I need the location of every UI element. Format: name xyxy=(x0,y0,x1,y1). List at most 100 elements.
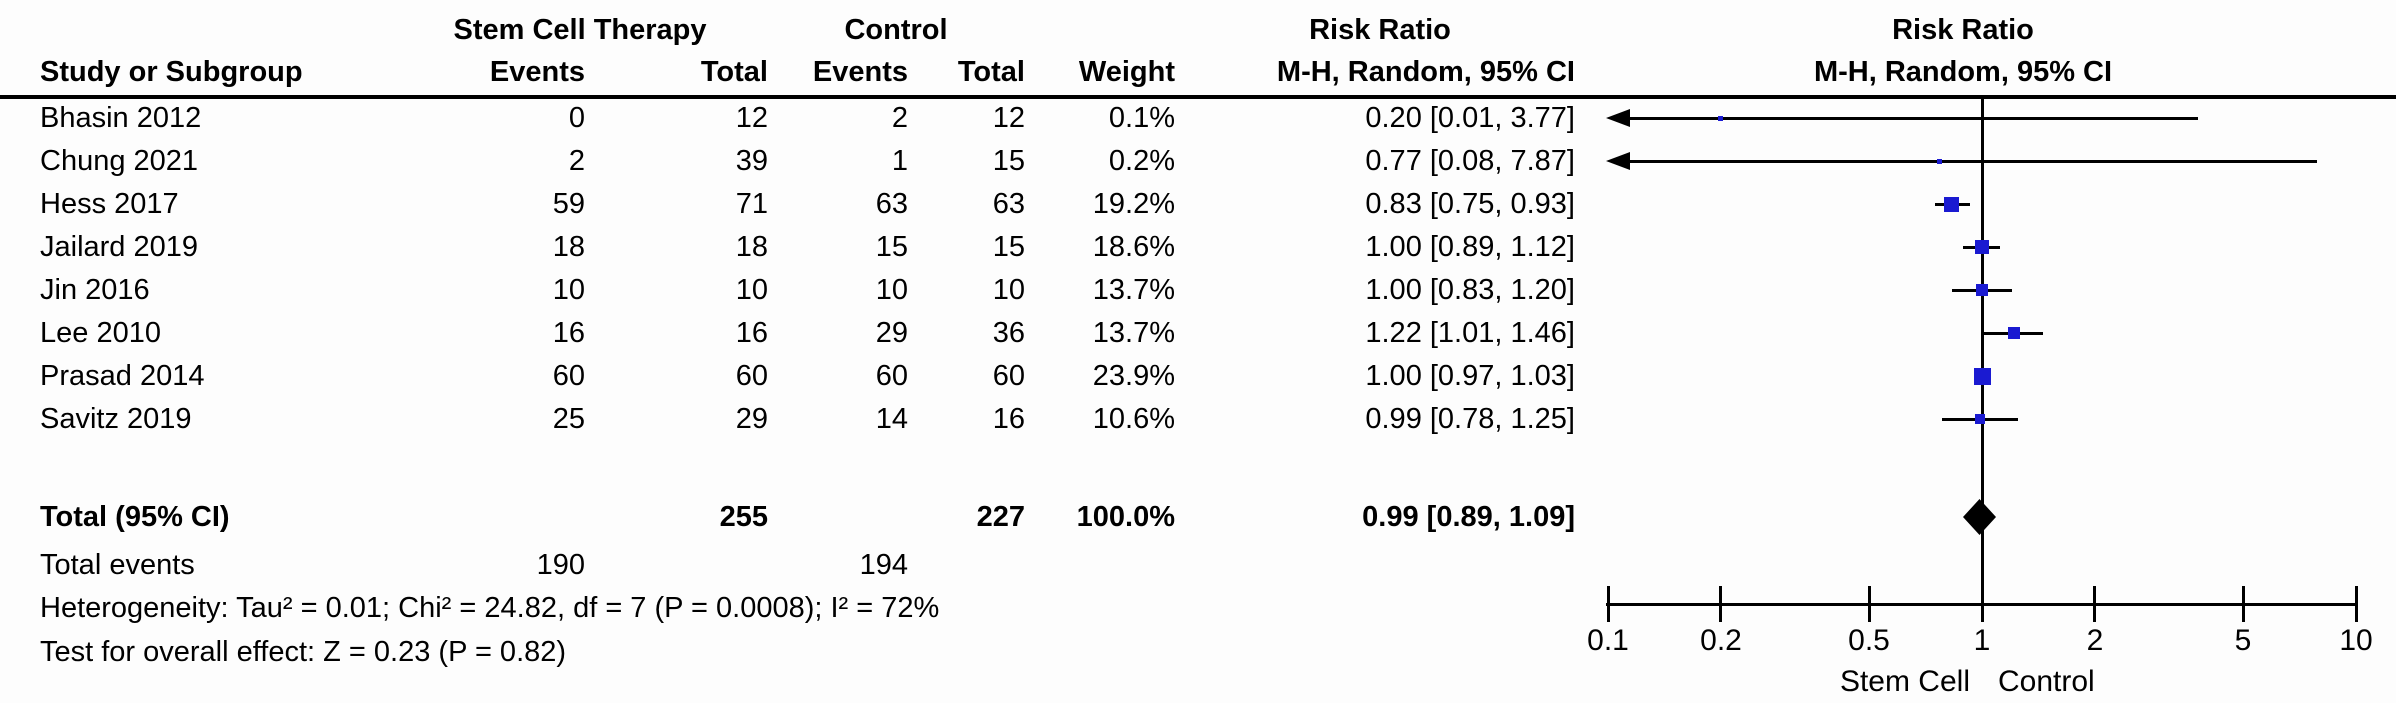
c-events-value: 10 xyxy=(875,274,908,306)
pooled-effect-diamond xyxy=(1963,499,1996,535)
sc-total-value: 29 xyxy=(735,403,768,435)
column-header-weight: Weight xyxy=(1078,56,1175,88)
sc-total-value: 16 xyxy=(735,317,768,349)
column-header-sc-total: Total xyxy=(700,56,768,88)
sc-events-value: 25 xyxy=(552,403,585,435)
rr-ci-value: 1.22 [1.01, 1.46] xyxy=(1365,317,1575,349)
total-rr-ci: 0.99 [0.89, 1.09] xyxy=(1362,501,1575,533)
c-total-value: 12 xyxy=(992,102,1025,134)
rr-ci-value: 0.77 [0.08, 7.87] xyxy=(1365,145,1575,177)
sc-total-value: 71 xyxy=(735,188,768,220)
total-c-total: 227 xyxy=(976,501,1025,533)
rr-ci-value: 0.83 [0.75, 0.93] xyxy=(1365,188,1575,220)
total-events-sc: 190 xyxy=(536,549,585,581)
c-total-value: 60 xyxy=(992,360,1025,392)
rr-ci-value: 1.00 [0.97, 1.03] xyxy=(1365,360,1575,392)
axis-tick-label: 10 xyxy=(2339,624,2373,657)
c-events-value: 15 xyxy=(875,231,908,263)
c-events-value: 1 xyxy=(891,145,908,177)
sc-events-value: 59 xyxy=(552,188,585,220)
study-marker xyxy=(1974,368,1991,385)
plot-header-risk-ratio: Risk Ratio xyxy=(1892,14,2034,46)
sc-total-value: 18 xyxy=(735,231,768,263)
total-row-label: Total (95% CI) xyxy=(40,501,230,533)
axis-tick xyxy=(1868,586,1871,622)
axis-tick-label: 2 xyxy=(2086,624,2104,657)
axis-tick-label: 1 xyxy=(1973,624,1991,657)
axis-tick xyxy=(2242,586,2245,622)
arrow-left-icon xyxy=(1606,152,1630,170)
header-separator xyxy=(0,95,2396,99)
sc-events-value: 0 xyxy=(568,102,585,134)
study-marker xyxy=(1975,414,1985,424)
ci-line xyxy=(1622,160,2318,163)
column-header-risk-ratio: Risk Ratio xyxy=(1309,14,1451,46)
axis-tick-label: 0.2 xyxy=(1700,624,1742,657)
study-name: Prasad 2014 xyxy=(40,360,205,392)
study-marker xyxy=(1937,159,1942,164)
axis-tick xyxy=(1607,586,1610,622)
column-header-sc-events: Events xyxy=(489,56,585,88)
heterogeneity-stats: Heterogeneity: Tau² = 0.01; Chi² = 24.82… xyxy=(40,592,940,624)
axis-tick-label: 0.5 xyxy=(1848,624,1890,657)
c-events-value: 2 xyxy=(891,102,908,134)
study-name: Jailard 2019 xyxy=(40,231,198,263)
total-events-c: 194 xyxy=(859,549,908,581)
weight-value: 0.2% xyxy=(1108,145,1175,177)
axis-tick-label: 5 xyxy=(2234,624,2252,657)
c-events-value: 14 xyxy=(875,403,908,435)
c-total-value: 15 xyxy=(992,231,1025,263)
study-marker xyxy=(2008,327,2020,339)
null-effect-line xyxy=(1981,99,1984,605)
weight-value: 13.7% xyxy=(1092,274,1175,306)
weight-value: 13.7% xyxy=(1092,317,1175,349)
sc-events-value: 10 xyxy=(552,274,585,306)
c-total-value: 16 xyxy=(992,403,1025,435)
sc-total-value: 39 xyxy=(735,145,768,177)
c-total-value: 10 xyxy=(992,274,1025,306)
study-name: Lee 2010 xyxy=(40,317,161,349)
c-events-value: 63 xyxy=(875,188,908,220)
rr-ci-value: 1.00 [0.89, 1.12] xyxy=(1365,231,1575,263)
arrow-left-icon xyxy=(1606,109,1630,127)
axis-tick-label: 0.1 xyxy=(1587,624,1629,657)
study-name: Chung 2021 xyxy=(40,145,199,177)
total-events-label: Total events xyxy=(40,549,195,581)
c-total-value: 63 xyxy=(992,188,1025,220)
sc-events-value: 18 xyxy=(552,231,585,263)
sc-events-value: 2 xyxy=(568,145,585,177)
total-sc-total: 255 xyxy=(719,501,768,533)
sc-events-value: 60 xyxy=(552,360,585,392)
study-marker xyxy=(1944,197,1959,212)
axis-label-favours-control: Control xyxy=(1998,665,2095,698)
axis-tick xyxy=(1981,586,1984,622)
sc-events-value: 16 xyxy=(552,317,585,349)
group-header-treatment: Stem Cell Therapy xyxy=(453,14,707,46)
group-header-control: Control xyxy=(844,14,948,46)
sc-total-value: 12 xyxy=(735,102,768,134)
study-name: Hess 2017 xyxy=(40,188,179,220)
sc-total-value: 60 xyxy=(735,360,768,392)
weight-value: 0.1% xyxy=(1108,102,1175,134)
study-marker xyxy=(1718,116,1723,121)
column-header-c-total: Total xyxy=(957,56,1025,88)
weight-value: 19.2% xyxy=(1092,188,1175,220)
ci-line xyxy=(1622,117,2198,120)
c-events-value: 29 xyxy=(875,317,908,349)
axis-tick xyxy=(1719,586,1722,622)
plot-header-rr-method: M-H, Random, 95% CI xyxy=(1813,56,2113,88)
study-name: Savitz 2019 xyxy=(40,403,192,435)
total-weight: 100.0% xyxy=(1076,501,1175,533)
column-header-study: Study or Subgroup xyxy=(40,56,303,88)
weight-value: 10.6% xyxy=(1092,403,1175,435)
weight-value: 18.6% xyxy=(1092,231,1175,263)
rr-ci-value: 0.20 [0.01, 3.77] xyxy=(1365,102,1575,134)
axis-tick xyxy=(2093,586,2096,622)
axis-label-favours-treatment: Stem Cell xyxy=(1839,665,1970,698)
weight-value: 23.9% xyxy=(1092,360,1175,392)
c-total-value: 15 xyxy=(992,145,1025,177)
c-events-value: 60 xyxy=(875,360,908,392)
sc-total-value: 10 xyxy=(735,274,768,306)
c-total-value: 36 xyxy=(992,317,1025,349)
